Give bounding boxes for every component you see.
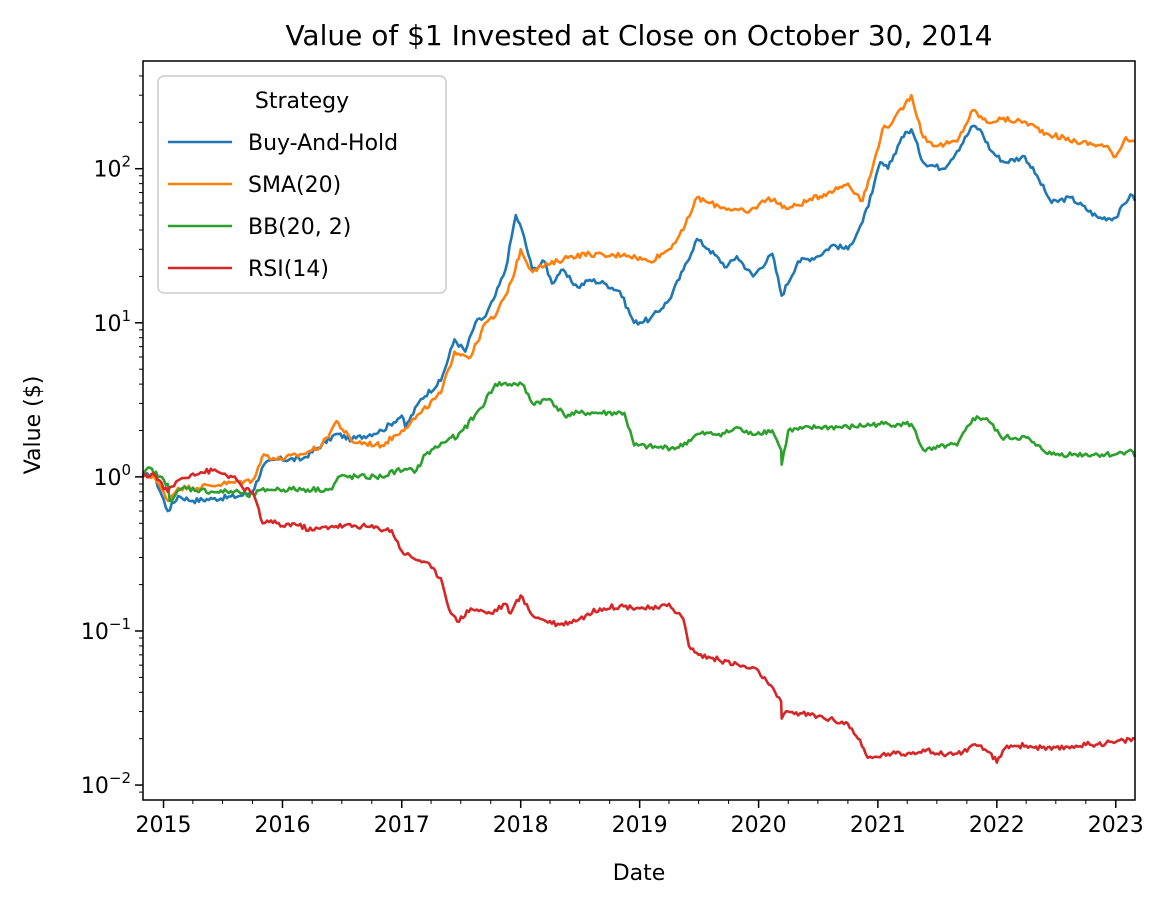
y-axis-label: Value ($)	[21, 376, 46, 475]
x-tick-label: 2022	[969, 813, 1025, 838]
y-tick-label: 101	[93, 307, 131, 337]
legend: Strategy Buy-And-Hold SMA(20) BB(20, 2) RSI…	[157, 75, 447, 294]
x-tick-label: 2019	[612, 813, 668, 838]
y-tick-label: 100	[93, 461, 131, 491]
series-line-1	[141, 124, 1137, 513]
y-axis: 10−2 10−1 100 101 102	[81, 75, 143, 799]
x-axis-label: Date	[613, 861, 666, 886]
legend-title: Strategy	[255, 89, 349, 114]
x-tick-label: 2020	[731, 813, 787, 838]
series-line-2	[142, 93, 1136, 503]
series-line-3	[141, 380, 1137, 503]
legend-label-2: SMA(20)	[248, 173, 341, 198]
chart-title: Value of $1 Invested at Close on October…	[285, 19, 992, 52]
x-axis: 2015 2016 2017 2018 2019 2020 2021 2022 2023	[136, 800, 1144, 838]
series-layer	[141, 93, 1137, 764]
x-tick-label: 2015	[136, 813, 192, 838]
x-tick-label: 2017	[374, 813, 430, 838]
x-tick-label: 2021	[850, 813, 906, 838]
y-tick-label: 10−2	[81, 769, 131, 799]
x-tick-label: 2016	[254, 813, 310, 838]
legend-entries: Buy-And-Hold SMA(20) BB(20, 2) RSI(14)	[168, 131, 398, 282]
plot-frame	[142, 60, 1136, 801]
x-tick-label: 2023	[1088, 813, 1144, 838]
legend-label-3: BB(20, 2)	[248, 215, 351, 240]
series-line-4	[141, 467, 1136, 764]
legend-box	[157, 75, 447, 294]
y-tick-label: 102	[93, 153, 131, 183]
x-tick-label: 2018	[493, 813, 549, 838]
y-tick-label: 10−1	[81, 615, 131, 645]
legend-label-1: Buy-And-Hold	[248, 131, 398, 156]
legend-label-4: RSI(14)	[248, 257, 329, 282]
